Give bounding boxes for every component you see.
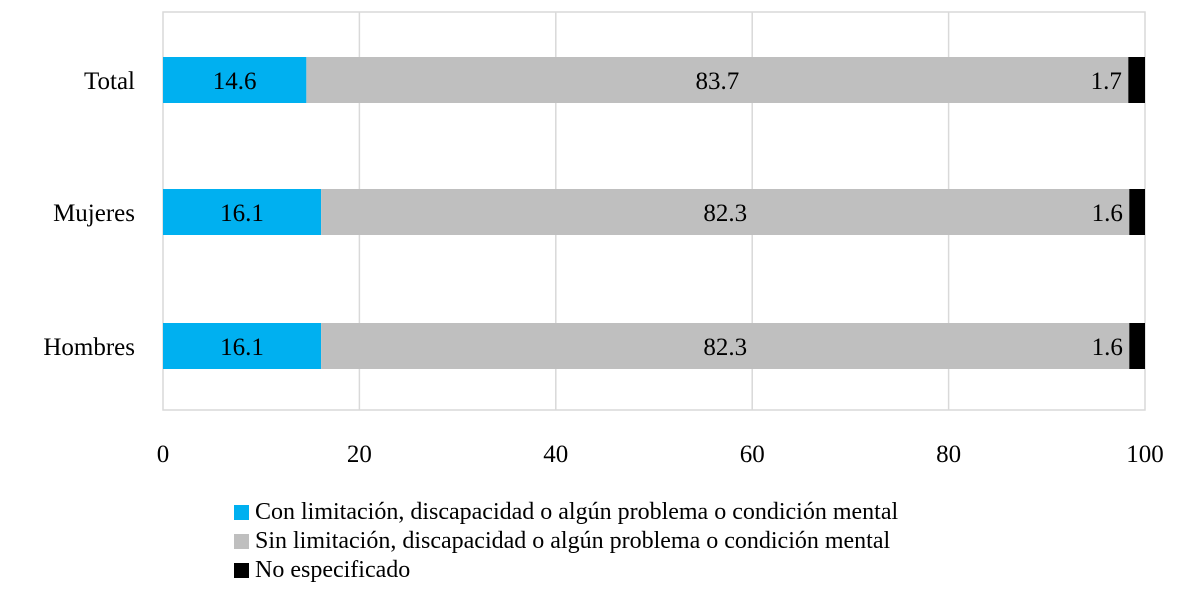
bar-segment [321, 189, 1130, 235]
data-label: 14.6 [213, 68, 257, 95]
legend-label-con-limitacion: Con limitación, discapacidad o algún pro… [255, 499, 899, 525]
bar-segment [163, 189, 322, 235]
data-label: 1.6 [1092, 334, 1123, 361]
data-label: 16.1 [220, 334, 264, 361]
legend-label-no-especificado: No especificado [255, 557, 411, 583]
bar-segment [306, 57, 1129, 103]
bar-segment [163, 323, 322, 369]
legend-swatch-con-limitacion [234, 505, 249, 520]
legend-swatch-sin-limitacion [234, 534, 249, 549]
bar-segment [163, 57, 307, 103]
data-label: 82.3 [703, 334, 747, 361]
data-label: 1.6 [1092, 200, 1123, 227]
legend-item-sin-limitacion: Sin limitación, discapacidad o algún pro… [234, 527, 898, 556]
category-label: Total [84, 68, 135, 95]
bar-segment [1128, 57, 1145, 103]
category-label: Mujeres [53, 200, 135, 227]
x-tick-label: 40 [543, 441, 568, 468]
legend-item-no-especificado: No especificado [234, 556, 898, 585]
bar-segment [321, 323, 1130, 369]
data-label: 16.1 [220, 200, 264, 227]
legend-label-sin-limitacion: Sin limitación, discapacidad o algún pro… [255, 528, 891, 554]
data-label: 1.7 [1091, 68, 1122, 95]
data-label: 82.3 [703, 200, 747, 227]
x-tick-label: 20 [347, 441, 372, 468]
x-tick-label: 100 [1126, 441, 1164, 468]
x-tick-label: 60 [740, 441, 765, 468]
bar-segment [1129, 323, 1145, 369]
legend-item-con-limitacion: Con limitación, discapacidad o algún pro… [234, 498, 898, 527]
legend-swatch-no-especificado [234, 563, 249, 578]
legend: Con limitación, discapacidad o algún pro… [234, 498, 898, 585]
category-label: Hombres [43, 334, 135, 361]
x-tick-label: 0 [157, 441, 170, 468]
data-label: 83.7 [695, 68, 739, 95]
bar-segment [1129, 189, 1145, 235]
x-tick-label: 80 [936, 441, 961, 468]
stacked-bar-chart: 14.6 83.7 1.7 16.1 82.3 1.6 16.1 82.3 1.6 Total M… [43, 11, 1164, 468]
